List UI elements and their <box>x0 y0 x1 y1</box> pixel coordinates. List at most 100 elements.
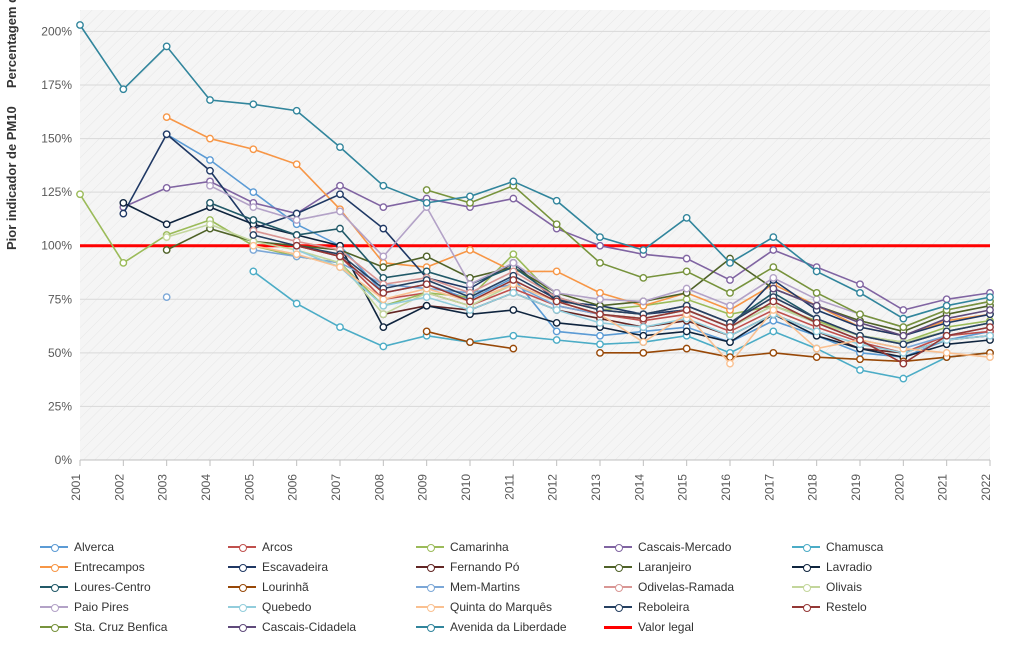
series-marker <box>597 350 603 356</box>
series-marker <box>553 337 559 343</box>
series-marker <box>727 303 733 309</box>
series-marker <box>553 320 559 326</box>
legend-label: Loures-Centro <box>74 580 151 594</box>
x-tick-label: 2022 <box>979 474 993 501</box>
series-marker <box>293 161 299 167</box>
series-marker <box>770 234 776 240</box>
series-marker <box>597 234 603 240</box>
series-marker <box>900 315 906 321</box>
series-marker <box>380 204 386 210</box>
series-marker <box>250 268 256 274</box>
series-marker <box>727 360 733 366</box>
series-marker <box>553 198 559 204</box>
series-marker <box>423 187 429 193</box>
series-marker <box>597 290 603 296</box>
series-marker <box>770 275 776 281</box>
series-marker <box>813 268 819 274</box>
legend-item: Entrecampos <box>40 560 228 574</box>
legend-item: Camarinha <box>416 540 604 554</box>
legend-item: Cascais-Cidadela <box>228 620 416 634</box>
legend-item: Valor legal <box>604 620 792 634</box>
series-marker <box>510 195 516 201</box>
legend-label: Arcos <box>262 540 293 554</box>
series-marker <box>337 225 343 231</box>
series-marker <box>467 281 473 287</box>
legend-item: Avenida da Liberdade <box>416 620 604 634</box>
legend-label: Fernando Pó <box>450 560 519 574</box>
series-marker <box>380 253 386 259</box>
series-marker <box>683 215 689 221</box>
series-marker <box>640 333 646 339</box>
series-marker <box>813 328 819 334</box>
series-marker <box>943 315 949 321</box>
series-marker <box>597 311 603 317</box>
x-tick-label: 2013 <box>589 474 603 501</box>
series-marker <box>683 268 689 274</box>
series-marker <box>337 208 343 214</box>
legend-label: Olivais <box>826 580 862 594</box>
series-marker <box>163 131 169 137</box>
series-marker <box>813 354 819 360</box>
series-marker <box>597 296 603 302</box>
series-marker <box>293 251 299 257</box>
series-marker <box>727 260 733 266</box>
series-marker <box>683 307 689 313</box>
series-marker <box>553 268 559 274</box>
series-marker <box>640 298 646 304</box>
x-tick-label: 2015 <box>676 474 690 501</box>
series-marker <box>380 264 386 270</box>
series-marker <box>207 183 213 189</box>
legend-item: Lavradio <box>792 560 980 574</box>
legend-label: Odivelas-Ramada <box>638 580 734 594</box>
legend-item: Quebedo <box>228 600 416 614</box>
series-marker <box>120 260 126 266</box>
series-marker <box>770 318 776 324</box>
series-marker <box>857 290 863 296</box>
series-marker <box>510 290 516 296</box>
series-marker <box>900 333 906 339</box>
series-marker <box>163 221 169 227</box>
series-marker <box>380 343 386 349</box>
series-marker <box>467 339 473 345</box>
series-marker <box>727 324 733 330</box>
series-marker <box>510 345 516 351</box>
series-marker <box>900 360 906 366</box>
series-marker <box>987 333 993 339</box>
legend-label: Entrecampos <box>74 560 145 574</box>
series-marker <box>423 303 429 309</box>
series-marker <box>423 253 429 259</box>
x-tick-label: 2014 <box>632 474 646 501</box>
series-marker <box>120 86 126 92</box>
legend-label: Valor legal <box>638 620 694 634</box>
series-marker <box>857 281 863 287</box>
series-marker <box>943 303 949 309</box>
y-tick-label: 50% <box>48 346 72 360</box>
series-marker <box>987 294 993 300</box>
series-marker <box>943 333 949 339</box>
series-marker <box>163 247 169 253</box>
series-marker <box>770 247 776 253</box>
legend-item: Reboleira <box>604 600 792 614</box>
series-marker <box>683 328 689 334</box>
series-marker <box>987 307 993 313</box>
legend-item: Odivelas-Ramada <box>604 580 792 594</box>
x-tick-label: 2016 <box>719 474 733 501</box>
series-marker <box>337 144 343 150</box>
legend-label: Cascais-Mercado <box>638 540 731 554</box>
legend-item: Chamusca <box>792 540 980 554</box>
legend-label: Paio Pires <box>74 600 129 614</box>
series-marker <box>900 307 906 313</box>
x-tick-label: 2012 <box>546 474 560 501</box>
series-marker <box>770 307 776 313</box>
series-marker <box>163 43 169 49</box>
legend-item: Sta. Cruz Benfica <box>40 620 228 634</box>
series-marker <box>423 294 429 300</box>
series-marker <box>597 333 603 339</box>
series-marker <box>900 375 906 381</box>
series-marker <box>337 253 343 259</box>
y-tick-label: 175% <box>41 78 72 92</box>
series-marker <box>597 320 603 326</box>
series-marker <box>163 234 169 240</box>
series-marker <box>553 290 559 296</box>
series-marker <box>553 221 559 227</box>
